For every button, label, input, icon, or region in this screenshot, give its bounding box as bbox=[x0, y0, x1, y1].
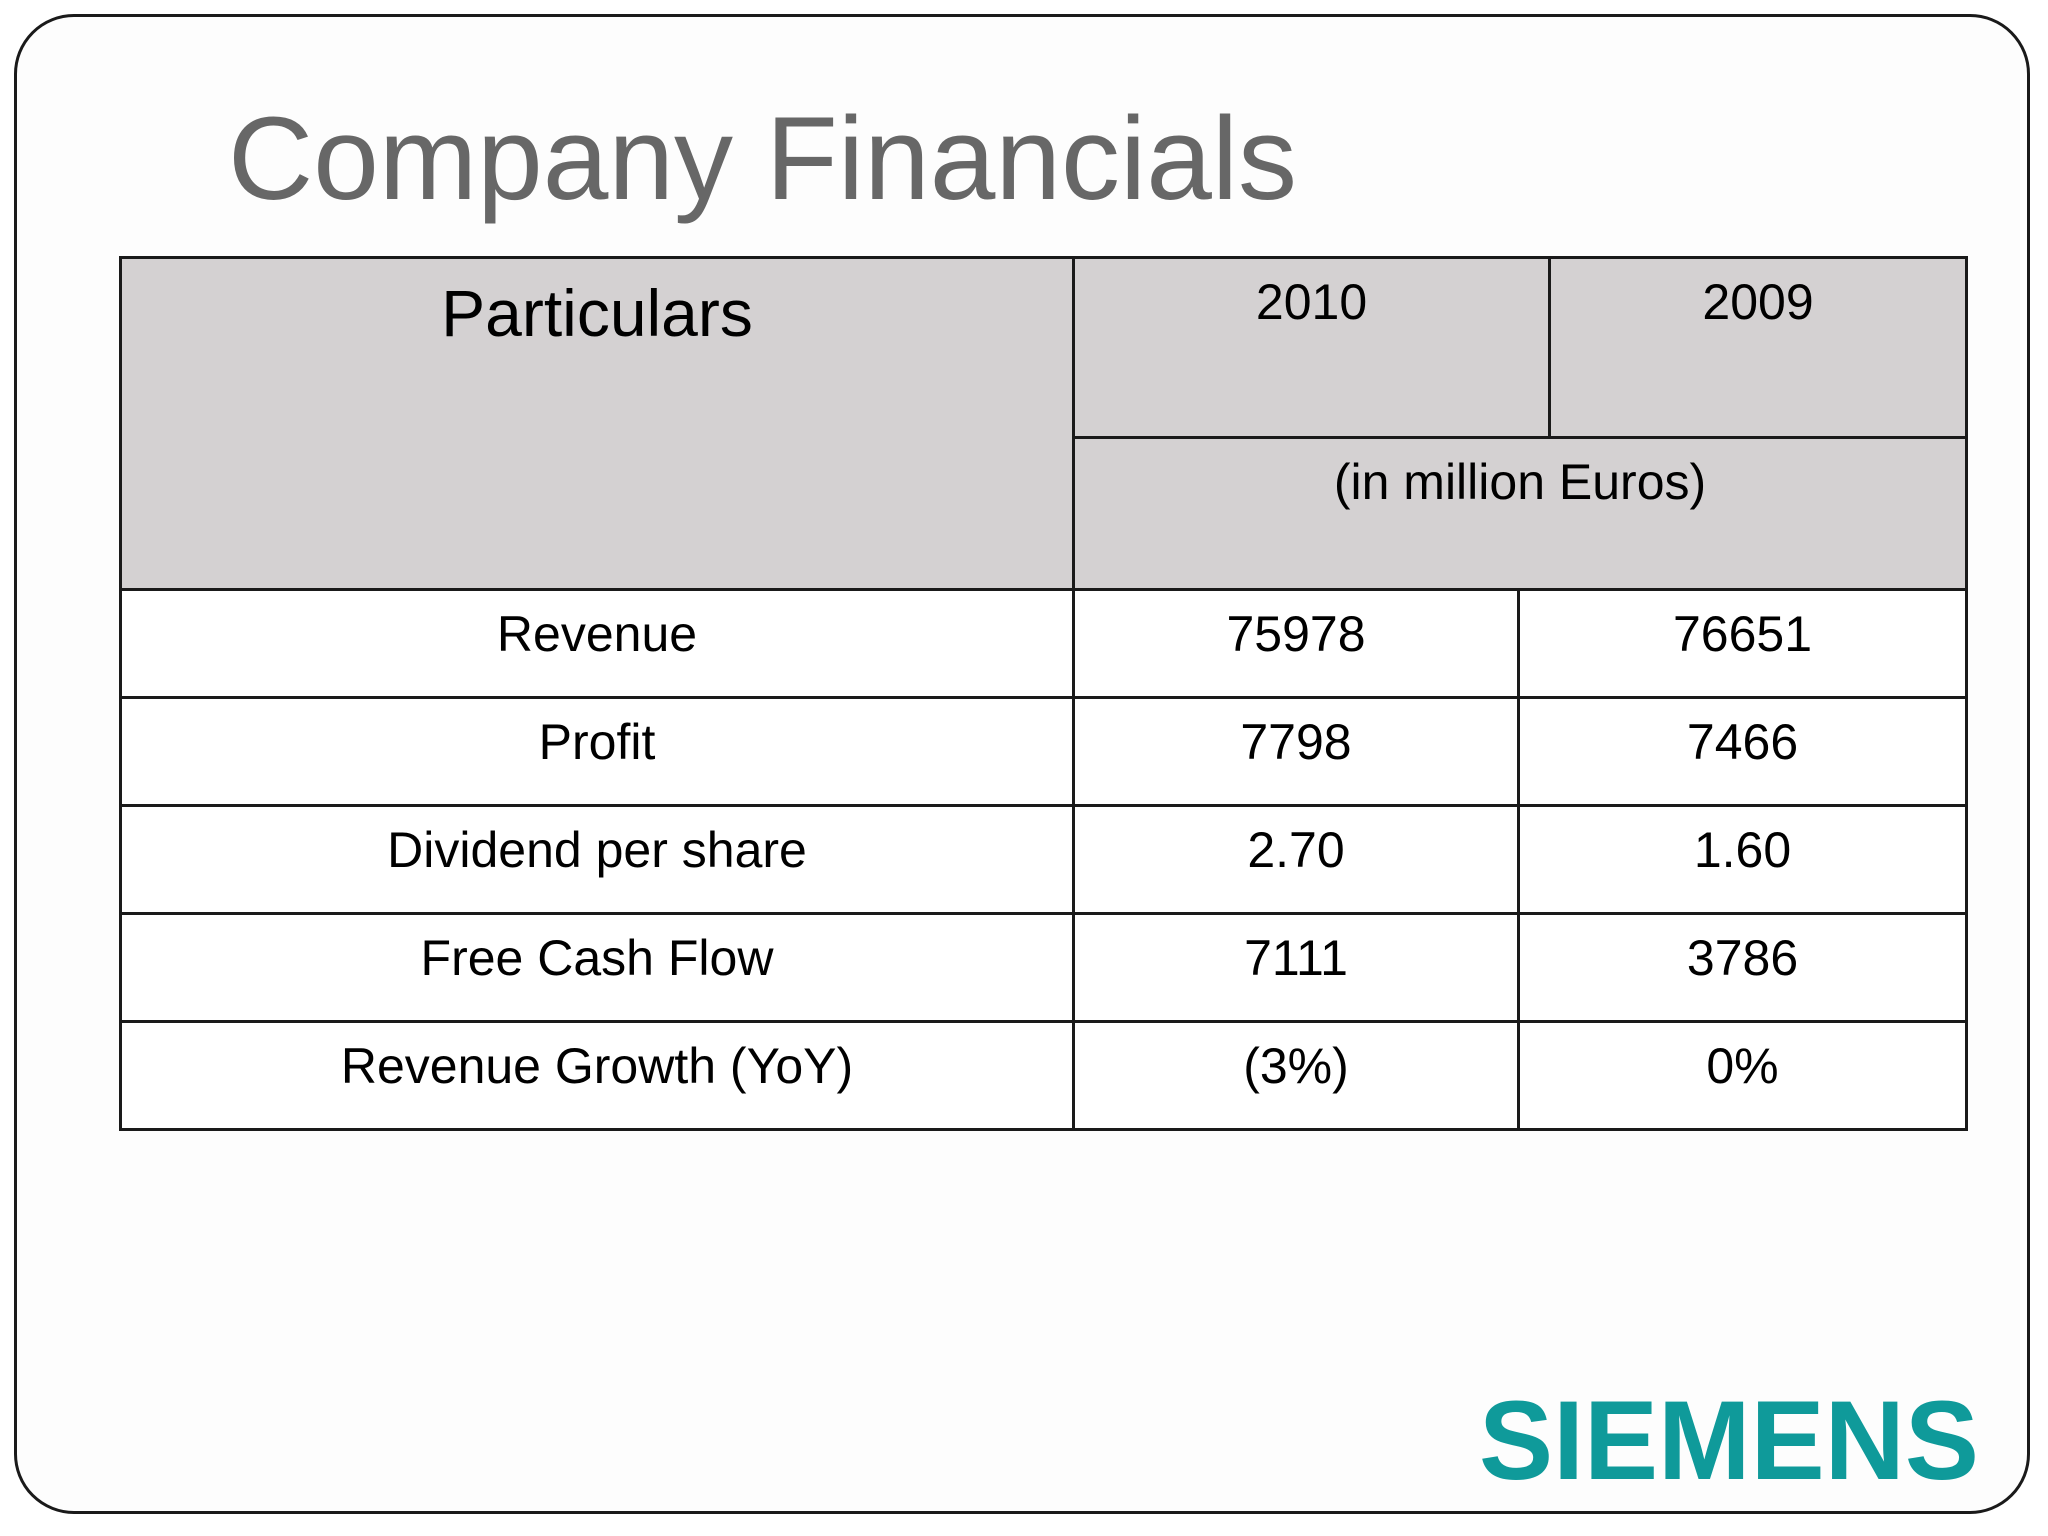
row-label: Profit bbox=[119, 696, 1075, 807]
siemens-logo: SIEMENS bbox=[1479, 1378, 1979, 1495]
table-row: Profit 7798 7466 bbox=[119, 696, 1969, 807]
table-row: Free Cash Flow 7111 3786 bbox=[119, 912, 1969, 1023]
row-label: Revenue Growth (YoY) bbox=[119, 1020, 1075, 1131]
logo-wordmark: SIEMENS bbox=[1479, 1378, 1979, 1495]
row-label: Dividend per share bbox=[119, 804, 1075, 915]
row-value-2010: 2.70 bbox=[1072, 804, 1520, 915]
row-value-2010: 75978 bbox=[1072, 588, 1520, 699]
table-header-row: Particulars 2010 2009 bbox=[119, 256, 1969, 591]
table-row: Revenue 75978 76651 bbox=[119, 588, 1969, 699]
row-label: Free Cash Flow bbox=[119, 912, 1075, 1023]
row-value-2009: 76651 bbox=[1516, 588, 1969, 699]
table-unit-row: (in million Euros) bbox=[121, 436, 1969, 591]
unit-header: (in million Euros) bbox=[1071, 436, 1969, 591]
row-value-2009: 7466 bbox=[1516, 696, 1969, 807]
financials-table: Particulars 2010 2009 (in million Euros)… bbox=[119, 256, 1969, 1131]
row-value-2009: 0% bbox=[1516, 1020, 1969, 1131]
row-label: Revenue bbox=[119, 588, 1075, 699]
row-value-2010: (3%) bbox=[1072, 1020, 1520, 1131]
row-value-2010: 7111 bbox=[1072, 912, 1520, 1023]
slide-title: Company Financials bbox=[228, 93, 1298, 225]
year-2010-header: 2010 bbox=[1071, 256, 1552, 439]
table-row: Dividend per share 2.70 1.60 bbox=[119, 804, 1969, 915]
row-value-2009: 3786 bbox=[1516, 912, 1969, 1023]
year-2009-header: 2009 bbox=[1548, 256, 1969, 439]
row-value-2010: 7798 bbox=[1072, 696, 1520, 807]
row-value-2009: 1.60 bbox=[1516, 804, 1969, 915]
table-row: Revenue Growth (YoY) (3%) 0% bbox=[119, 1020, 1969, 1131]
particulars-header: Particulars bbox=[119, 256, 1075, 591]
